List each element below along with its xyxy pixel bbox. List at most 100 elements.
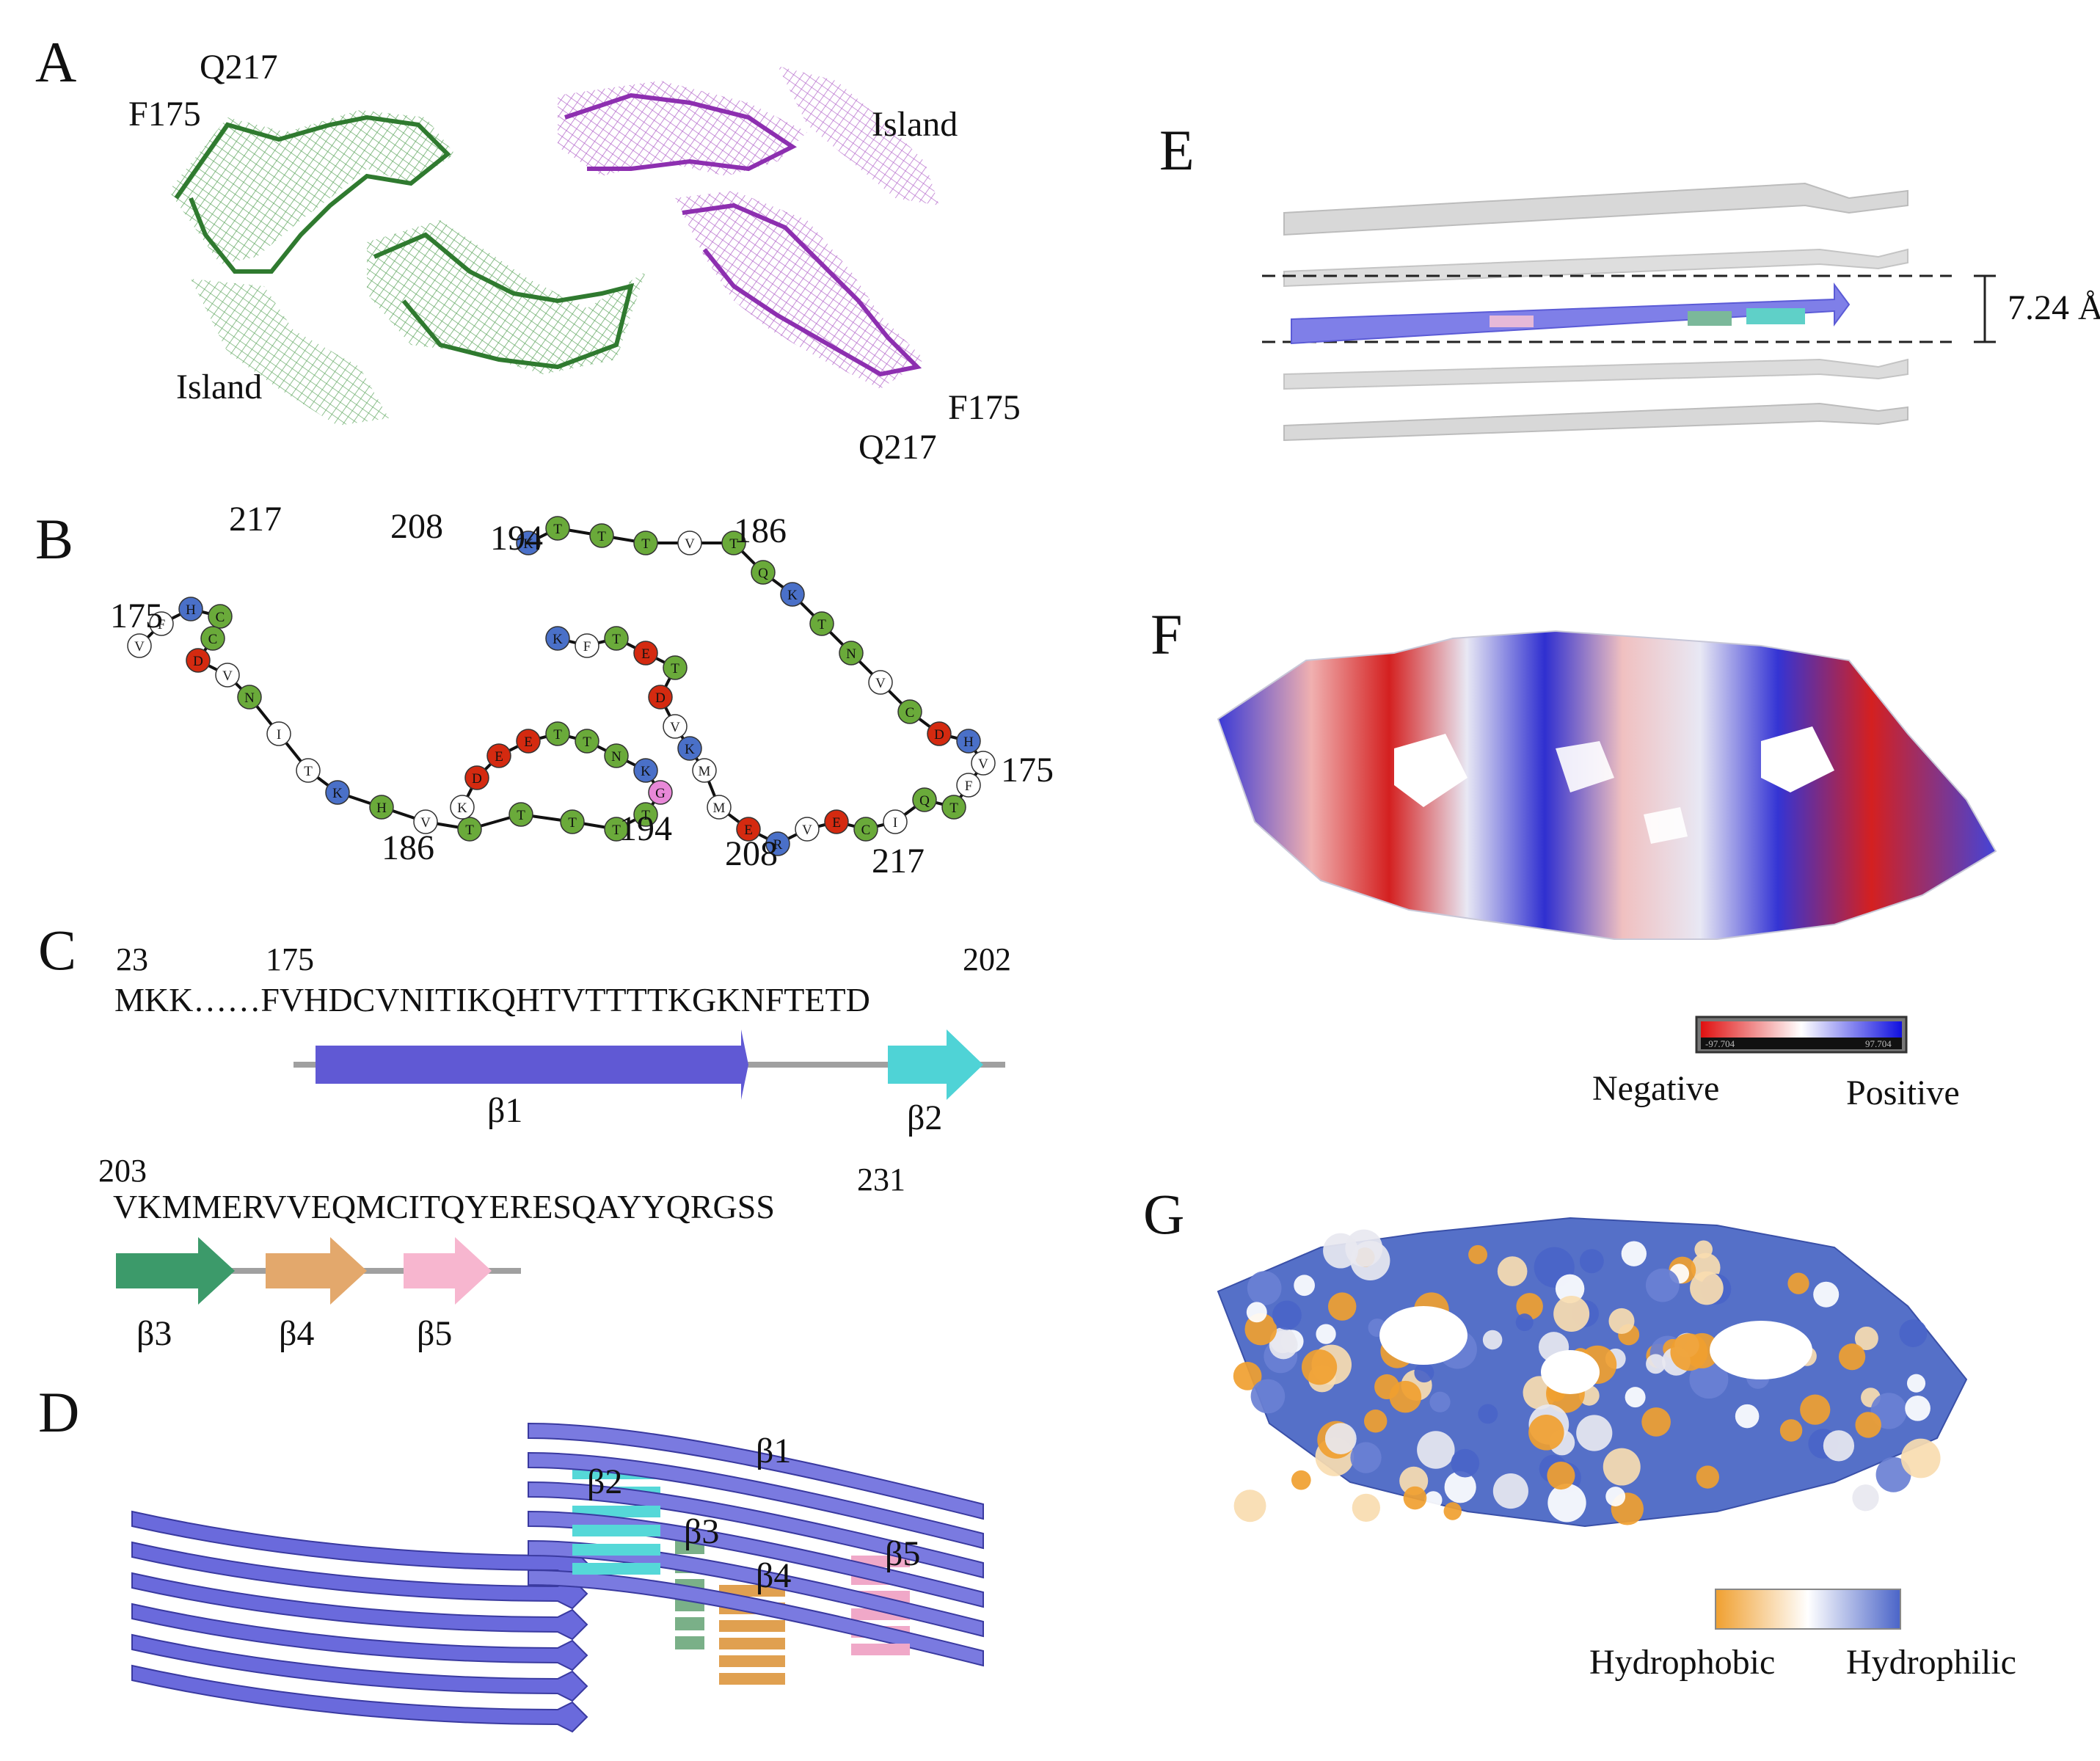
residue-letter: K (332, 786, 343, 801)
beta1-ribbon-right (528, 1569, 984, 1667)
residue-circle (545, 626, 570, 651)
surface-atom (1899, 1319, 1928, 1347)
residue-circle (178, 597, 203, 621)
surface-atom (1301, 1349, 1338, 1385)
residue-letter: K (685, 742, 695, 757)
surface-atom (1689, 1360, 1729, 1399)
surface-atom (1735, 1404, 1760, 1429)
residue-letter: V (875, 676, 886, 691)
residue-letter: T (553, 727, 562, 743)
beta1-ribbon-right (528, 1422, 984, 1520)
g-hydrophobic-label: Hydrophobic (1589, 1643, 1776, 1682)
residue-circle (200, 626, 225, 651)
surface-atom (1608, 1308, 1635, 1334)
residue-letter: M (713, 801, 726, 816)
residue-circle (633, 641, 658, 666)
residue-circle (692, 758, 717, 783)
strand-b2-arrow (888, 1029, 983, 1100)
a-right-q217: Q217 (858, 428, 937, 467)
residue-letter: E (832, 815, 841, 831)
beta2-ribbon (572, 1563, 660, 1575)
surface-atom (1855, 1412, 1881, 1438)
panel-label-b: B (35, 507, 74, 571)
highlight-strand (1291, 282, 1851, 345)
surface-atom (1516, 1293, 1543, 1320)
residue-circle (149, 611, 174, 636)
surface-atom (1603, 1448, 1641, 1486)
surface-atom (1414, 1363, 1434, 1383)
residue-letter: T (583, 734, 591, 750)
f-negative-label: Negative (1592, 1069, 1720, 1108)
surface-atom (1294, 1275, 1315, 1297)
residue-letter: M (699, 764, 711, 779)
a-left-f175: F175 (128, 95, 201, 134)
residue-circle (413, 809, 438, 834)
residue-letter: V (670, 720, 680, 735)
residue-letter: N (244, 690, 255, 706)
residue-circle (633, 531, 658, 555)
surface-atom (1451, 1448, 1480, 1478)
surface-atom (1272, 1300, 1302, 1330)
b-right-186: 186 (734, 511, 787, 550)
residue-letter: T (817, 617, 826, 632)
strand-b5-arrow (404, 1237, 492, 1305)
surface-atom (1838, 1343, 1866, 1371)
beta4-ribbon (719, 1655, 785, 1667)
a-right-island: Island (872, 105, 958, 144)
residue-circle (560, 809, 585, 834)
b-left-208: 208 (390, 507, 443, 546)
d-label-b2: β2 (587, 1462, 623, 1501)
residue-circle (186, 648, 211, 673)
residue-letter: H (186, 602, 196, 618)
residue-circle (545, 516, 570, 541)
electrostatic-surface (1217, 630, 1997, 940)
g-color-scale (1715, 1589, 1901, 1630)
surface-atom (1553, 1295, 1590, 1332)
a-left-q217: Q217 (200, 48, 278, 87)
residue-letter: C (208, 632, 218, 647)
surface-atom (1576, 1415, 1613, 1451)
surface-atom (1906, 1374, 1926, 1393)
residue-letter: T (465, 823, 474, 838)
residue-letter: T (597, 529, 606, 544)
residue-circle (508, 802, 533, 827)
residue-letter: D (472, 771, 482, 787)
residue-circle (604, 626, 629, 651)
surface-atom (1852, 1484, 1879, 1512)
surface-atom (1352, 1493, 1380, 1522)
hydrophobicity-surface (1217, 1217, 1968, 1528)
g-hydrophilic-label: Hydrophilic (1846, 1643, 2016, 1682)
residue-circle (941, 795, 966, 820)
residue-circle (663, 655, 688, 680)
strand-b3-arrow (116, 1237, 235, 1305)
residue-letter: G (655, 786, 666, 801)
residue-circle (956, 773, 981, 798)
surface-atom (1323, 1233, 1358, 1269)
residue-letter: T (641, 536, 650, 552)
residue-letter: E (524, 734, 533, 750)
surface-atom (1905, 1395, 1931, 1421)
residue-circle (464, 765, 489, 790)
surface-atom (1528, 1415, 1564, 1451)
residue-circle (721, 531, 746, 555)
residue-letter: E (495, 749, 503, 765)
panel-label-d: D (38, 1380, 80, 1444)
surface-atom (1492, 1473, 1528, 1509)
residue-letter: D (934, 727, 944, 743)
f-positive-label: Positive (1846, 1073, 1960, 1112)
residue-circle (765, 831, 790, 856)
residue-letter: F (965, 779, 973, 794)
beta1-ribbon-right (528, 1451, 984, 1550)
residue-circle (824, 809, 849, 834)
residue-letter: T (553, 522, 562, 537)
c-label-b5: β5 (417, 1314, 453, 1353)
residue-letter: K (553, 632, 563, 647)
panel-label-a: A (35, 30, 77, 94)
residue-circle (457, 817, 482, 842)
beta1-ribbon-right (528, 1481, 984, 1579)
surface-atom (1417, 1431, 1455, 1469)
residue-letter: V (802, 823, 812, 838)
d-label-b3: β3 (684, 1512, 720, 1551)
